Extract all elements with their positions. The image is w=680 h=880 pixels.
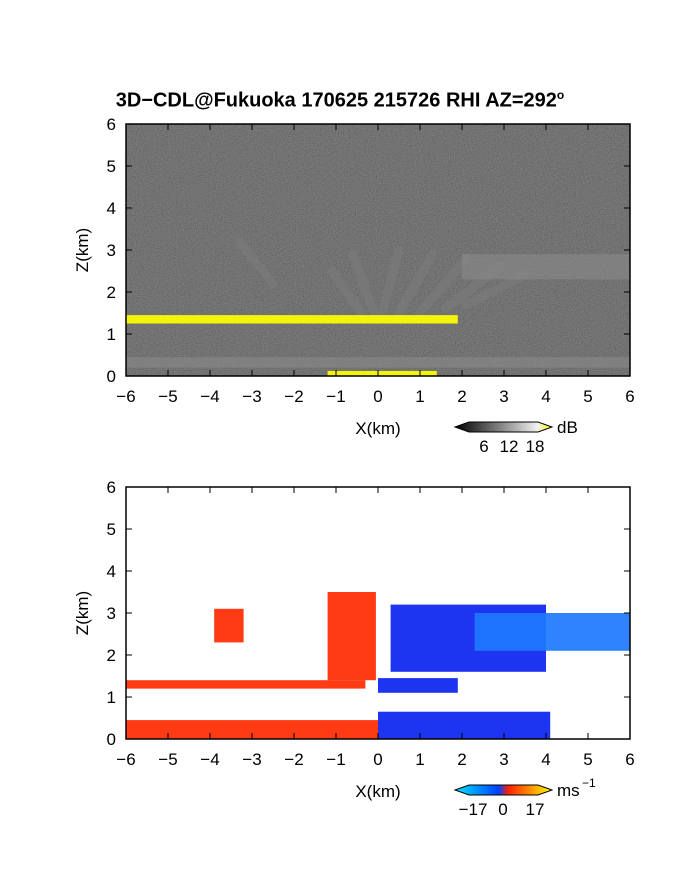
x-tick-label: −3 (242, 750, 261, 769)
y-tick-label: 0 (107, 367, 116, 386)
echo-layer-0 (126, 315, 458, 324)
title-degree: o (556, 88, 565, 102)
x-tick-label: −1 (326, 387, 345, 406)
y-axis-label: Z(km) (73, 228, 92, 272)
echo-streak (377, 245, 404, 318)
colorbar-top (453, 421, 554, 433)
x-tick-label: −6 (116, 750, 135, 769)
x-tick-label: 3 (499, 750, 508, 769)
x-tick-label: 3 (499, 387, 508, 406)
x-tick-label: −2 (284, 750, 303, 769)
title-text: 3D−CDL@Fukuoka 170625 215726 RHI AZ=292 (115, 89, 557, 112)
x-tick-label: −6 (116, 387, 135, 406)
x-tick-label: 2 (457, 387, 466, 406)
x-tick-label: 5 (583, 387, 592, 406)
velocity-region-2 (327, 592, 376, 681)
x-tick-label: −5 (158, 750, 177, 769)
x-axis-label: X(km) (355, 419, 400, 438)
echo-streak (461, 270, 530, 310)
echo-layer-3 (462, 254, 630, 280)
colorbar-tick-label: −17 (459, 800, 488, 819)
y-tick-label: 3 (107, 604, 116, 623)
echo-layer-1 (327, 370, 437, 376)
x-tick-label: −5 (158, 387, 177, 406)
colorbar-tick-label: 12 (500, 437, 519, 456)
x-tick-label: 4 (541, 750, 550, 769)
velocity-region-1 (126, 720, 378, 739)
y-tick-label: 4 (107, 199, 116, 218)
chart-title: 3D−CDL@Fukuoka 170625 215726 RHI AZ=292o (0, 88, 680, 113)
y-tick-label: 0 (107, 730, 116, 749)
echo-streak (348, 249, 379, 318)
y-tick-label: 6 (107, 115, 116, 134)
echo-layer-2 (126, 357, 630, 368)
colorbar-bottom (453, 784, 554, 796)
colorbar-tick-label: 0 (498, 800, 507, 819)
y-axis-label: Z(km) (73, 591, 92, 635)
x-tick-label: 5 (583, 750, 592, 769)
x-tick-label: 2 (457, 750, 466, 769)
noise-texture (126, 124, 630, 376)
velocity-region-3 (378, 711, 551, 739)
velocity-region-0 (126, 680, 366, 689)
x-tick-label: 1 (415, 750, 424, 769)
colorbar-tick-label: 17 (526, 800, 545, 819)
y-tick-label: 1 (107, 688, 116, 707)
x-tick-label: −4 (200, 387, 219, 406)
velocity-region-4 (378, 678, 458, 693)
echo-streak (394, 249, 438, 318)
colorbar-unit-exponent: −1 (582, 776, 596, 790)
x-tick-label: −2 (284, 387, 303, 406)
y-tick-label: 4 (107, 562, 116, 581)
y-tick-label: 2 (107, 283, 116, 302)
x-tick-label: −4 (200, 750, 219, 769)
echo-streak (327, 266, 366, 318)
plot-area-bottom (126, 487, 630, 739)
velocity-region-7 (214, 608, 244, 643)
x-tick-label: 6 (625, 750, 634, 769)
colorbar-unit: ms (557, 781, 580, 800)
y-tick-label: 5 (107, 157, 116, 176)
x-tick-label: −3 (242, 387, 261, 406)
x-tick-label: 0 (373, 750, 382, 769)
x-tick-label: 0 (373, 387, 382, 406)
x-tick-label: −1 (326, 750, 345, 769)
echo-streak (234, 237, 278, 289)
colorbar-unit: dB (557, 418, 578, 437)
y-tick-label: 1 (107, 325, 116, 344)
colorbar-tick-label: 18 (526, 437, 545, 456)
x-tick-label: 6 (625, 387, 634, 406)
y-tick-label: 6 (107, 478, 116, 497)
plot-area-top (126, 124, 630, 376)
x-tick-label: 4 (541, 387, 550, 406)
colorbar-tick-label: 6 (479, 437, 488, 456)
x-axis-label: X(km) (355, 782, 400, 801)
y-tick-label: 5 (107, 520, 116, 539)
y-tick-label: 2 (107, 646, 116, 665)
y-tick-label: 3 (107, 241, 116, 260)
velocity-region-6 (474, 613, 630, 651)
echo-streak (415, 253, 471, 318)
x-tick-label: 1 (415, 387, 424, 406)
